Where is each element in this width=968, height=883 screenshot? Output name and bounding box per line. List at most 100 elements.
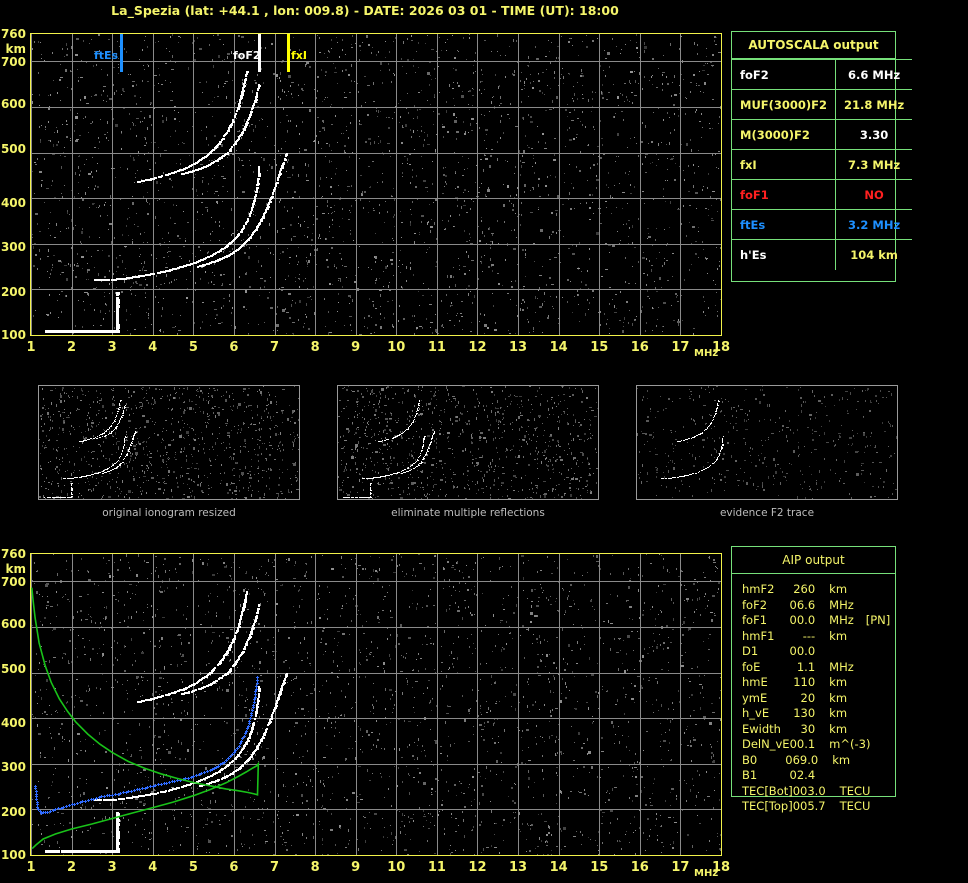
thumb-f2trace[interactable] [636,385,898,500]
autoscala-title: AUTOSCALA output [732,32,895,59]
xtick-11: 11 [427,860,446,875]
xtick-15: 15 [590,860,609,875]
aip-note [866,660,895,676]
main-ytick-100: 100 [0,328,26,342]
xtick-6: 6 [229,340,239,355]
profile-ytick-700: 700 [0,575,26,589]
autoscala-value: 104 km [835,239,913,270]
aip-label: TEC[Top] [742,799,793,813]
xtick-10: 10 [387,340,406,355]
aip-label: TEC[Bot] [742,783,793,798]
aip-label: ymE [742,690,768,705]
profile-ytick-200: 200 [0,805,26,819]
xtick-2: 2 [67,340,77,355]
aip-row: B1 02.4 [742,768,895,784]
aip-label: B0 [742,752,758,767]
aip-label: hmE [742,675,768,689]
aip-label: hmF2 [742,582,775,596]
main-ytick-760: 760 [0,27,26,41]
aip-note: [PN] [865,613,891,627]
aip-value: 00.0 [789,644,816,658]
aip-note [866,768,895,784]
aip-value: 06.6 [789,597,816,612]
xtick-4: 4 [148,340,158,355]
marker-label-ftEs: ftEs [94,49,119,62]
aip-label: foF1 [742,613,768,627]
profile-ytick-400: 400 [0,716,26,730]
thumb-eliminate[interactable] [337,385,599,500]
aip-row: TEC[Bot] 003.0 TECU [742,784,895,800]
xtick-11: 11 [427,340,446,355]
autoscala-key: foF2 [732,59,837,90]
aip-unit: km [829,675,848,689]
xtick-13: 13 [509,340,528,355]
aip-label: foF2 [742,597,768,612]
aip-unit [829,768,866,784]
aip-label: D1 [742,644,759,658]
thumb-original-caption: original ionogram resized [102,507,236,519]
main-yunit: km [5,42,26,56]
aip-unit: km [829,690,848,705]
aip-row: hmF1 --- km [742,629,895,645]
profile-plot-area[interactable] [30,553,722,856]
aip-note [866,598,895,614]
aip-value: 00.0 [789,613,816,627]
aip-rows: hmF2 260 km foF2 06.6 MHz foF1 00.0 MHz [PN] hmF1 -… [732,574,895,823]
aip-note [870,784,895,800]
profile-ytick-600: 600 [0,617,26,631]
aip-unit: TECU [839,783,871,798]
main-plot-area[interactable] [30,33,722,336]
profile-yunit: km [5,562,26,576]
autoscala-key: M(3000)F2 [732,119,837,150]
xtick-9: 9 [351,340,361,355]
aip-note [866,691,895,707]
aip-note [866,644,895,660]
aip-note [870,737,895,753]
autoscala-row: foF2 6.6 MHz [732,59,913,90]
aip-value: 20 [800,690,816,705]
aip-note [866,722,895,738]
aip-row: foE 1.1 MHz [742,660,895,676]
autoscala-row: foF1 NO [732,179,913,210]
aip-value: 069.0 [785,752,819,767]
autoscala-value: NO [835,179,913,210]
aip-label: hmF1 [742,628,775,643]
xtick-3: 3 [107,860,117,875]
xtick-16: 16 [630,340,649,355]
main-ionogram-panel: 760 km 700 600 500 400 300 200 100 ftEs … [0,0,730,365]
autoscala-key: h'Es [732,239,837,270]
aip-value: 30 [800,721,816,736]
aip-output-table: AIP output hmF2 260 km foF2 06.6 MHz foF1 00.0 M… [731,546,896,813]
marker-label-fxI: fxI [291,49,307,62]
autoscala-key: foF1 [732,179,837,210]
autoscala-row: ftEs 3.2 MHz [732,209,913,240]
xtick-17: 17 [671,340,690,355]
aip-unit: MHz [829,597,854,612]
aip-value: --- [802,628,816,643]
aip-value: 260 [793,582,816,596]
main-xunit: MHz [694,348,719,359]
thumb-original[interactable] [38,385,300,500]
xtick-6: 6 [229,860,239,875]
thumb-f2trace-caption: evidence F2 trace [719,507,815,519]
aip-value: 00.1 [789,737,816,751]
aip-unit: MHz [829,613,854,627]
autoscala-row: fxI 7.3 MHz [732,149,913,180]
aip-value: 1.1 [796,659,816,674]
profile-ytick-300: 300 [0,760,26,774]
aip-title: AIP output [732,547,895,574]
autoscala-row: h'Es 104 km [732,239,913,270]
main-ytick-500: 500 [0,142,26,156]
aip-row: DelN_vE 00.1 m^(-3) [742,737,895,753]
aip-unit: km [829,706,848,720]
profile-ytick-760: 760 [0,547,26,561]
aip-label: h_vE [742,706,770,720]
main-ytick-400: 400 [0,196,26,210]
autoscala-key: MUF(3000)F2 [732,89,837,120]
aip-row: D1 00.0 [742,644,895,660]
aip-row: foF2 06.6 MHz [742,598,895,614]
aip-row: hmF2 260 km [742,582,895,598]
profile-ytick-100: 100 [0,848,26,862]
xtick-8: 8 [310,860,320,875]
